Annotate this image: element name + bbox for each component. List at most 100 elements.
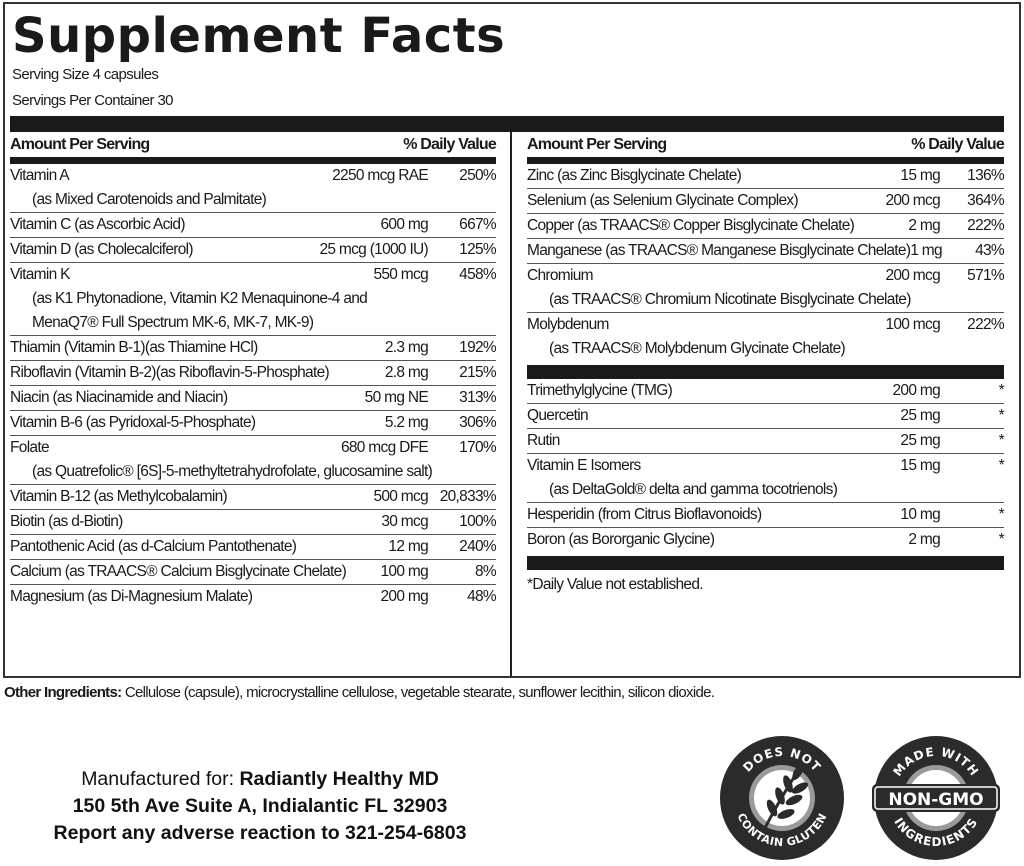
nutrient-amount: 2 mg <box>908 531 940 548</box>
nutrient-row: Pantothenic Acid (as d-Calcium Pantothen… <box>10 535 497 560</box>
nutrient-name: Zinc (as Zinc Bisglycinate Chelate) <box>527 167 742 184</box>
nutrient-name: Vitamin E Isomers <box>527 457 641 474</box>
nutrient-amount: 550 mcg <box>373 266 428 283</box>
amount-per-serving-header: Amount Per Serving <box>527 135 667 153</box>
daily-value: * <box>998 432 1005 449</box>
nutrient-amount: 2.8 mg <box>384 364 429 381</box>
nutrient-amount: 100 mg <box>380 563 429 580</box>
nutrient-row: Vitamin E Isomers 15 mg * (as DeltaGold® de… <box>527 454 1005 503</box>
nutrient-name: Thiamin (Vitamin B-1)(as Thiamine HCl) <box>10 339 258 356</box>
nutrient-line: Niacin (as Niacinamide and Niacin) 50 mg … <box>10 386 497 410</box>
daily-value: 222% <box>967 316 1005 333</box>
servings-per-container: Servings Per Container 30 <box>12 92 174 109</box>
nutrient-line: Chromium 200 mcg 571% <box>527 264 1005 288</box>
nutrient-line: Boron (as Bororganic Glycine) 2 mg * <box>527 528 1005 552</box>
supplement-facts-panel <box>3 2 1021 678</box>
daily-value: 8% <box>474 563 497 580</box>
manufacturer-info: Manufactured for: Radiantly Healthy MD 1… <box>40 766 480 847</box>
daily-value: 458% <box>459 266 497 283</box>
nutrient-amount: 2.3 mg <box>384 339 429 356</box>
daily-value: 222% <box>967 217 1005 234</box>
nutrient-row: Vitamin A 2250 mcg RAE 250% (as Mixed Carot… <box>10 164 497 213</box>
nutrient-line: Manganese (as TRAACS® Manganese Bisglyci… <box>527 239 1005 263</box>
other-ingredients: Other Ingredients: Cellulose (capsule), … <box>4 684 715 701</box>
nutrient-amount: 30 mcg <box>381 513 428 530</box>
manufacturer-prefix: Manufactured for: <box>81 768 240 790</box>
daily-value: * <box>998 457 1005 474</box>
nutrient-row: Riboflavin (Vitamin B-2)(as Riboflavin-5… <box>10 361 497 386</box>
column-header: Amount Per Serving % Daily Value <box>527 132 1005 164</box>
non-gmo-badge-icon: NON-GMO MADE WITH INGREDIENTS <box>872 736 1000 860</box>
nutrient-amount: 2250 mcg RAE <box>332 167 429 184</box>
non-gmo-text: NON-GMO <box>888 790 983 810</box>
nutrient-line: Riboflavin (Vitamin B-2)(as Riboflavin-5… <box>10 361 497 385</box>
nutrient-row: Hesperidin (from Citrus Bioflavonoids) 10… <box>527 503 1005 528</box>
column-header: Amount Per Serving % Daily Value <box>10 132 497 164</box>
nutrient-name: Pantothenic Acid (as d-Calcium Pantothen… <box>10 538 297 555</box>
nutrient-amount: 15 mg <box>900 457 940 474</box>
nutrient-row: Zinc (as Zinc Bisglycinate Chelate) 15 mg… <box>527 164 1005 189</box>
daily-value-header: % Daily Value <box>403 135 497 153</box>
nutrient-row: Quercetin 25 mg * <box>527 404 1005 429</box>
nutrient-line: Vitamin B-6 (as Pyridoxal-5-Phosphate) 5.… <box>10 411 497 435</box>
nutrient-amount: 25 mg <box>900 432 940 449</box>
nutrient-row: Manganese (as TRAACS® Manganese Bisglyci… <box>527 239 1005 264</box>
nutrient-row: Biotin (as d-Biotin) 30 mcg 100% <box>10 510 497 535</box>
nutrient-line: Vitamin E Isomers 15 mg * <box>527 454 1005 478</box>
nutrient-source: (as TRAACS® Chromium Nicotinate Bisglyci… <box>549 291 911 308</box>
nutrient-amount: 200 mcg <box>885 192 940 209</box>
nutrient-source: (as Quatrefolic® [6S]-5-methyltetrahydro… <box>32 463 433 480</box>
nutrient-row: Selenium (as Selenium Glycinate Complex)… <box>527 189 1005 214</box>
thick-divider <box>10 116 1004 132</box>
nutrient-amount: 12 mg <box>388 538 428 555</box>
wheat-icon <box>762 763 809 831</box>
nutrient-name: Calcium (as TRAACS® Calcium Bisglycinate… <box>10 563 347 580</box>
nutrient-name: Chromium <box>527 267 594 284</box>
nutrient-line: Molybdenum 100 mcg 222% <box>527 313 1005 337</box>
nutrient-name: Biotin (as d-Biotin) <box>10 513 123 530</box>
nutrient-row: Boron (as Bororganic Glycine) 2 mg * <box>527 528 1005 552</box>
nutrient-amount: 25 mcg (1000 IU) <box>319 241 428 258</box>
nutrient-name: Molybdenum <box>527 316 609 333</box>
daily-value: 571% <box>967 267 1005 284</box>
nutrient-amount: 200 mcg <box>885 267 940 284</box>
daily-value: * <box>998 382 1005 399</box>
nutrient-row: Magnesium (as Di-Magnesium Malate) 200 mg… <box>10 585 497 609</box>
nutrient-source: (as Mixed Carotenoids and Palmitate) <box>32 191 267 208</box>
gluten-free-badge-icon: DOES NOT CONTAIN GLUTEN <box>720 736 844 860</box>
nutrient-line: Folate 680 mcg DFE 170% <box>10 436 497 460</box>
page-title: Supplement Facts <box>12 8 506 64</box>
nutrient-amount: 600 mg <box>380 216 429 233</box>
nutrient-row: Vitamin C (as Ascorbic Acid) 600 mg 667% <box>10 213 497 238</box>
thick-divider <box>527 556 1004 570</box>
nutrient-name: Rutin <box>527 432 560 449</box>
daily-value: 306% <box>459 414 497 431</box>
nutrient-amount: 10 mg <box>900 506 940 523</box>
manufacturer-line: Manufactured for: Radiantly Healthy MD <box>40 766 480 793</box>
nutrient-name: Folate <box>10 439 50 456</box>
nutrient-line: Vitamin K 550 mcg 458% <box>10 263 497 287</box>
nutrient-amount: 100 mcg <box>885 316 940 333</box>
nutrient-amount: 680 mcg DFE <box>340 439 429 456</box>
nutrient-name: Vitamin B-6 (as Pyridoxal-5-Phosphate) <box>10 414 256 431</box>
nutrient-name: Vitamin K <box>10 266 70 283</box>
nutrient-amount: 500 mcg <box>373 488 428 505</box>
nutrient-row: Molybdenum 100 mcg 222% (as TRAACS® Molybde… <box>527 313 1005 361</box>
nutrient-row: Vitamin D (as Cholecalciferol) 25 mcg (10… <box>10 238 497 263</box>
daily-value: 20,833% <box>439 488 497 505</box>
nutrient-amount: 25 mg <box>900 407 940 424</box>
nutrient-row: Niacin (as Niacinamide and Niacin) 50 mg … <box>10 386 497 411</box>
daily-value: 215% <box>459 364 497 381</box>
daily-value: * <box>998 407 1005 424</box>
daily-value: 250% <box>459 167 497 184</box>
nutrient-name: Trimethylglycine (TMG) <box>527 382 673 399</box>
other-nutrient-list: Trimethylglycine (TMG) 200 mg * Quercetin 25… <box>527 379 1005 552</box>
daily-value: 136% <box>967 167 1005 184</box>
nutrient-row: Vitamin B-6 (as Pyridoxal-5-Phosphate) 5.… <box>10 411 497 436</box>
nutrient-row: Trimethylglycine (TMG) 200 mg * <box>527 379 1005 404</box>
other-ingredients-label: Other Ingredients: <box>4 684 122 701</box>
nutrient-name: Quercetin <box>527 407 589 424</box>
daily-value-header: % Daily Value <box>911 135 1005 153</box>
nutrient-line: Biotin (as d-Biotin) 30 mcg 100% <box>10 510 497 534</box>
serving-size: Serving Size 4 capsules <box>12 66 159 83</box>
